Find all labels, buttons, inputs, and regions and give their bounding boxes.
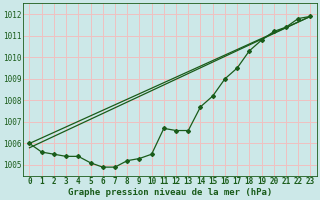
X-axis label: Graphe pression niveau de la mer (hPa): Graphe pression niveau de la mer (hPa)	[68, 188, 272, 197]
